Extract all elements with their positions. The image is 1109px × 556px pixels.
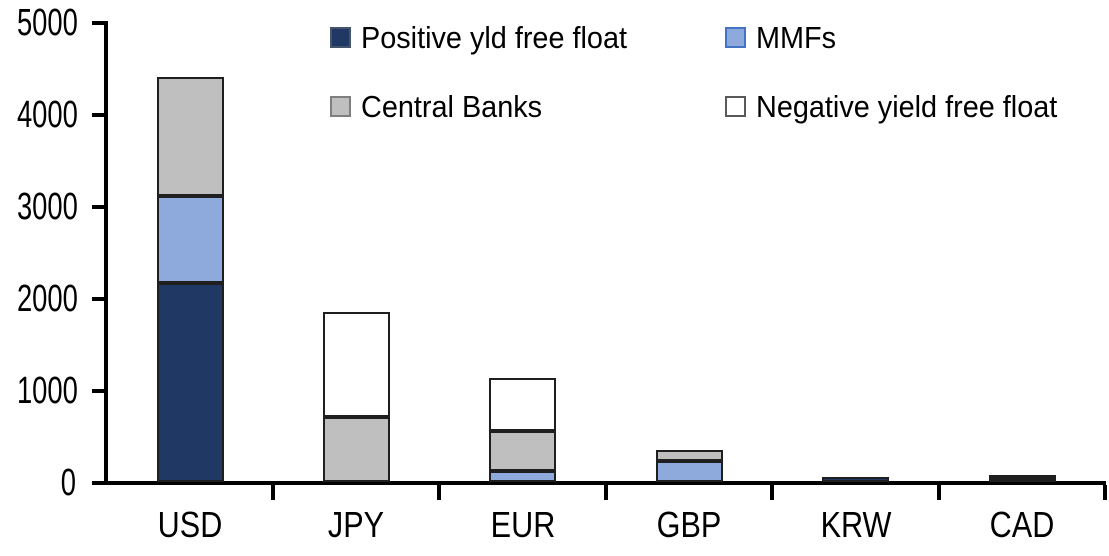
legend-label: MMFs bbox=[756, 19, 837, 55]
y-tick bbox=[92, 389, 108, 393]
legend-swatch-positive-yld-free-float bbox=[330, 26, 351, 48]
bar-segment-eur-central-banks bbox=[489, 431, 557, 471]
legend-swatch-mmfs bbox=[725, 26, 746, 48]
bar-segment-gbp-mmfs bbox=[655, 461, 723, 482]
bar-segment-gbp-central-banks bbox=[655, 450, 723, 461]
legend-label: Positive yld free float bbox=[361, 19, 628, 55]
x-tick bbox=[770, 485, 775, 500]
y-tick bbox=[92, 205, 108, 209]
legend-label: Negative yield free float bbox=[756, 88, 1058, 124]
x-tick bbox=[936, 485, 941, 500]
category-label-usd: USD bbox=[157, 504, 223, 545]
x-tick bbox=[603, 485, 608, 500]
legend-item-negative-yield-free-float: Negative yield free float bbox=[725, 88, 1080, 124]
bar-segment-usd-central-banks bbox=[156, 77, 224, 196]
legend-item-central-banks: Central Banks bbox=[330, 88, 556, 124]
legend-label: Central Banks bbox=[361, 88, 543, 124]
category-label-jpy: JPY bbox=[328, 504, 385, 545]
bar-segment-cad-central-banks bbox=[988, 475, 1056, 479]
bar-segment-jpy-central-banks bbox=[322, 417, 390, 482]
y-tick bbox=[92, 113, 108, 117]
bar-segment-jpy-negative-yield-free-float bbox=[322, 312, 390, 417]
y-tick-label: 5000 bbox=[16, 2, 78, 44]
legend-item-mmfs: MMFs bbox=[725, 19, 842, 55]
bar-segment-eur-mmfs bbox=[489, 471, 557, 482]
legend-item-positive-yld-free-float: Positive yld free float bbox=[330, 19, 647, 55]
legend-swatch-central-banks bbox=[330, 95, 351, 117]
y-axis-line bbox=[104, 23, 108, 485]
bar-segment-cad-positive-yld-free-float bbox=[988, 478, 1056, 482]
y-tick bbox=[92, 21, 108, 25]
y-tick-label: 4000 bbox=[16, 94, 78, 136]
bar-segment-eur-negative-yield-free-float bbox=[489, 378, 557, 431]
y-tick bbox=[92, 297, 108, 301]
y-tick-label: 2000 bbox=[16, 278, 78, 320]
bar-segment-usd-positive-yld-free-float bbox=[156, 283, 224, 482]
y-tick bbox=[92, 481, 108, 485]
y-tick-label: 0 bbox=[60, 462, 76, 504]
x-tick bbox=[271, 485, 275, 500]
legend-swatch-negative-yield-free-float bbox=[725, 95, 746, 117]
category-label-gbp: GBP bbox=[656, 504, 722, 545]
category-label-krw: KRW bbox=[820, 504, 892, 545]
y-tick-label: 1000 bbox=[16, 370, 78, 412]
category-label-eur: EUR bbox=[490, 504, 556, 545]
x-tick bbox=[437, 485, 442, 500]
x-tick bbox=[1103, 485, 1107, 500]
y-tick-label: 3000 bbox=[16, 186, 78, 228]
x-axis-line bbox=[104, 481, 1106, 485]
bar-segment-usd-mmfs bbox=[156, 196, 224, 283]
category-label-cad: CAD bbox=[989, 504, 1055, 545]
bar-segment-krw-positive-yld-free-float bbox=[822, 477, 890, 482]
